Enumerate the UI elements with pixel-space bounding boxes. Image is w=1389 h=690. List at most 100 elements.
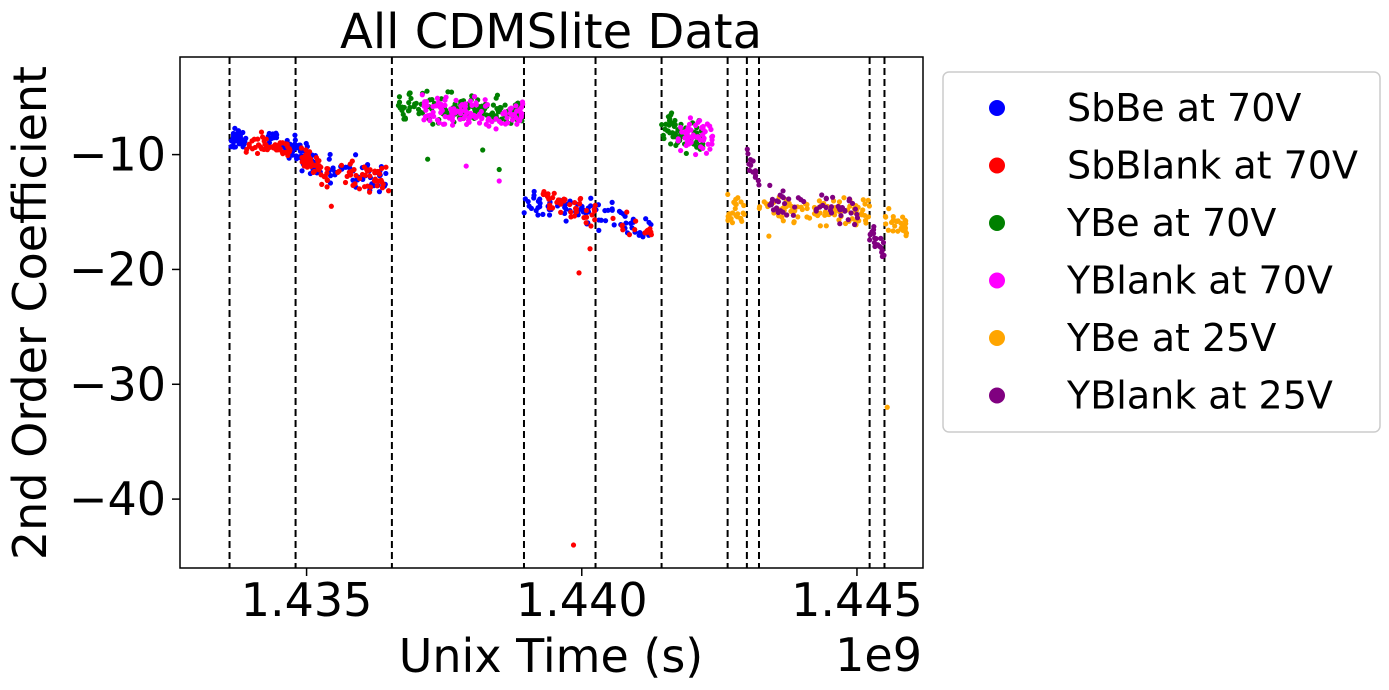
data-point bbox=[550, 195, 556, 201]
data-point bbox=[725, 213, 731, 220]
data-point bbox=[903, 233, 909, 239]
data-point bbox=[780, 188, 786, 194]
data-point bbox=[319, 181, 325, 187]
data-point bbox=[378, 177, 384, 183]
data-point bbox=[471, 94, 478, 100]
series-points bbox=[243, 129, 654, 548]
data-point bbox=[700, 123, 706, 130]
data-point bbox=[780, 195, 787, 201]
data-point bbox=[507, 110, 513, 116]
data-point bbox=[442, 114, 448, 120]
data-point bbox=[496, 178, 502, 184]
plot-area-frame bbox=[179, 56, 924, 569]
legend-label: SbBe at 70V bbox=[1067, 86, 1301, 130]
data-point bbox=[442, 121, 448, 127]
data-point bbox=[846, 198, 852, 204]
data-point bbox=[709, 141, 715, 147]
data-point bbox=[537, 200, 543, 206]
data-point bbox=[489, 110, 496, 116]
data-point bbox=[739, 218, 745, 224]
data-point bbox=[415, 106, 422, 113]
data-point bbox=[774, 198, 780, 204]
data-point bbox=[648, 232, 654, 238]
data-point bbox=[230, 139, 237, 145]
data-point bbox=[450, 117, 456, 124]
data-point bbox=[235, 135, 241, 141]
data-point bbox=[438, 101, 444, 107]
data-point bbox=[479, 116, 485, 122]
data-point bbox=[636, 232, 642, 238]
legend-marker bbox=[989, 387, 1005, 404]
data-point bbox=[498, 105, 504, 111]
data-point bbox=[376, 170, 382, 176]
data-point bbox=[563, 218, 569, 224]
data-point bbox=[504, 115, 510, 121]
data-point bbox=[633, 218, 639, 224]
data-point bbox=[423, 107, 429, 113]
data-point bbox=[546, 212, 553, 218]
data-point bbox=[400, 111, 406, 118]
data-point bbox=[342, 179, 349, 186]
data-point bbox=[313, 155, 320, 161]
data-point bbox=[557, 199, 563, 206]
data-point bbox=[660, 132, 666, 138]
data-point bbox=[698, 144, 704, 150]
data-point bbox=[490, 102, 496, 108]
data-point bbox=[531, 195, 537, 201]
data-point bbox=[752, 173, 759, 179]
data-point bbox=[243, 149, 249, 155]
data-point bbox=[804, 205, 810, 212]
data-point bbox=[817, 204, 823, 210]
data-point bbox=[436, 120, 442, 126]
data-point bbox=[292, 137, 298, 143]
data-point bbox=[624, 209, 630, 215]
data-point bbox=[745, 151, 751, 157]
data-point bbox=[305, 152, 311, 158]
data-point bbox=[837, 207, 843, 213]
data-point bbox=[619, 223, 625, 229]
data-point bbox=[687, 115, 694, 121]
data-point bbox=[672, 117, 678, 124]
chart-title: All CDMSlite Data bbox=[340, 4, 762, 60]
data-point bbox=[573, 206, 580, 212]
dashed-vertical-lines bbox=[228, 57, 886, 568]
data-point bbox=[705, 141, 711, 147]
legend-marker bbox=[989, 157, 1005, 174]
x-axis-label: Unix Time (s) bbox=[399, 629, 704, 683]
data-point bbox=[507, 106, 513, 112]
data-point bbox=[746, 161, 752, 167]
data-point bbox=[592, 217, 598, 223]
series-points bbox=[744, 146, 887, 260]
data-point bbox=[473, 100, 479, 106]
data-point bbox=[422, 102, 428, 108]
data-point bbox=[823, 195, 829, 201]
data-point bbox=[351, 166, 357, 173]
data-point bbox=[299, 159, 305, 165]
y-tick-label: −20 bbox=[69, 242, 166, 296]
data-point bbox=[870, 227, 877, 233]
data-point bbox=[780, 218, 786, 224]
data-point bbox=[733, 213, 739, 219]
data-point bbox=[732, 201, 738, 207]
y-tick-label: −30 bbox=[69, 357, 166, 411]
data-point bbox=[231, 144, 237, 150]
data-point bbox=[895, 228, 901, 234]
data-point bbox=[258, 129, 265, 135]
data-point bbox=[249, 138, 255, 144]
data-point bbox=[741, 211, 747, 217]
data-point bbox=[865, 197, 871, 203]
data-point bbox=[701, 135, 707, 141]
data-point bbox=[577, 201, 583, 207]
data-point bbox=[707, 146, 713, 152]
data-point bbox=[725, 217, 731, 223]
data-point bbox=[374, 183, 380, 189]
data-point bbox=[795, 214, 801, 220]
data-point bbox=[540, 211, 546, 217]
data-point bbox=[791, 220, 797, 226]
data-point bbox=[361, 184, 368, 190]
data-point bbox=[502, 121, 509, 127]
data-point bbox=[461, 115, 467, 122]
data-point bbox=[609, 206, 615, 212]
data-point bbox=[755, 178, 761, 184]
